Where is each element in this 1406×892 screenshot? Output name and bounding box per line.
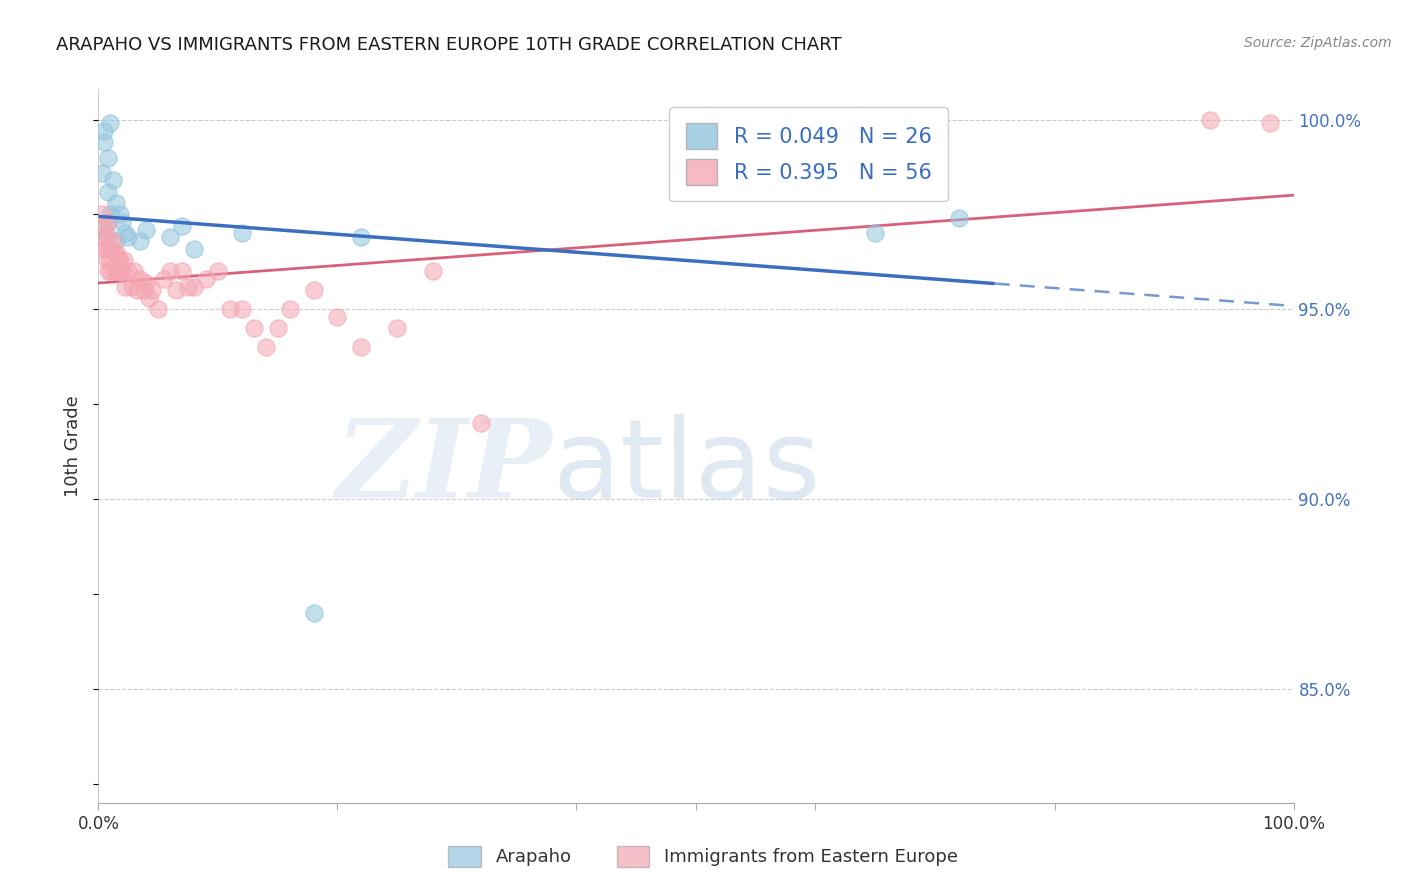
Point (132, 284, 155, 298)
Point (93, 124, 115, 138)
Point (1198, 112, 1220, 127)
Point (159, 230, 181, 244)
Point (135, 276, 157, 290)
Point (98, 264, 122, 278)
Point (172, 219, 194, 233)
Point (302, 606, 325, 620)
Point (117, 230, 139, 244)
Point (105, 234, 128, 248)
Point (97, 264, 120, 278)
Text: atlas: atlas (553, 414, 821, 521)
Point (141, 284, 163, 298)
Point (129, 272, 152, 286)
Point (94, 242, 117, 256)
Point (267, 321, 290, 335)
Point (111, 215, 134, 229)
Point (96, 252, 118, 267)
Point (470, 416, 492, 430)
Point (93, 230, 115, 244)
Point (172, 264, 194, 278)
Point (114, 279, 136, 293)
Text: ZIP: ZIP (336, 414, 553, 521)
Point (110, 264, 132, 278)
Text: ARAPAHO VS IMMIGRANTS FROM EASTERN EUROPE 10TH GRADE CORRELATION CHART: ARAPAHO VS IMMIGRANTS FROM EASTERN EUROP… (56, 36, 842, 54)
Point (948, 211, 970, 226)
Y-axis label: 10th Grade: 10th Grade (65, 395, 83, 497)
Point (231, 302, 253, 317)
Point (101, 234, 124, 248)
Point (177, 279, 200, 293)
Legend: Arapaho, Immigrants from Eastern Europe: Arapaho, Immigrants from Eastern Europe (441, 838, 965, 874)
Point (125, 284, 148, 298)
Point (96, 230, 118, 244)
Point (278, 302, 301, 317)
Point (124, 264, 146, 278)
Point (385, 321, 409, 335)
Point (114, 227, 136, 241)
Point (194, 272, 218, 286)
Point (105, 264, 128, 278)
Point (165, 284, 187, 298)
Point (111, 264, 134, 278)
Point (254, 340, 277, 354)
Point (104, 264, 127, 278)
Point (108, 207, 131, 221)
Point (422, 264, 444, 278)
Point (97, 215, 120, 229)
Text: Source: ZipAtlas.com: Source: ZipAtlas.com (1244, 36, 1392, 50)
Point (107, 252, 129, 267)
Point (231, 227, 253, 241)
Point (103, 245, 125, 260)
Point (93, 136, 115, 150)
Point (105, 196, 128, 211)
Point (101, 173, 124, 187)
Point (350, 340, 373, 354)
Point (97, 185, 120, 199)
Point (183, 279, 205, 293)
Point (107, 264, 129, 278)
Point (243, 321, 266, 335)
Point (91, 166, 114, 180)
Point (135, 222, 157, 236)
Point (302, 284, 325, 298)
Point (97, 151, 120, 165)
Point (108, 252, 131, 267)
Point (129, 234, 152, 248)
Point (219, 302, 242, 317)
Point (94, 242, 117, 256)
Point (138, 291, 160, 305)
Point (1258, 116, 1281, 130)
Point (350, 230, 373, 244)
Point (98, 242, 121, 256)
Point (91, 207, 114, 221)
Point (326, 310, 349, 324)
Point (112, 252, 135, 267)
Point (121, 279, 143, 293)
Point (94, 227, 117, 241)
Point (207, 264, 229, 278)
Point (91, 219, 114, 233)
Point (159, 264, 181, 278)
Point (98, 252, 122, 267)
Point (863, 227, 887, 241)
Point (98, 207, 122, 221)
Point (183, 242, 205, 256)
Point (105, 245, 128, 260)
Point (148, 302, 170, 317)
Point (97, 215, 120, 229)
Point (98, 116, 122, 130)
Point (117, 264, 139, 278)
Point (153, 272, 176, 286)
Legend: R = 0.049   N = 26, R = 0.395   N = 56: R = 0.049 N = 26, R = 0.395 N = 56 (669, 107, 949, 202)
